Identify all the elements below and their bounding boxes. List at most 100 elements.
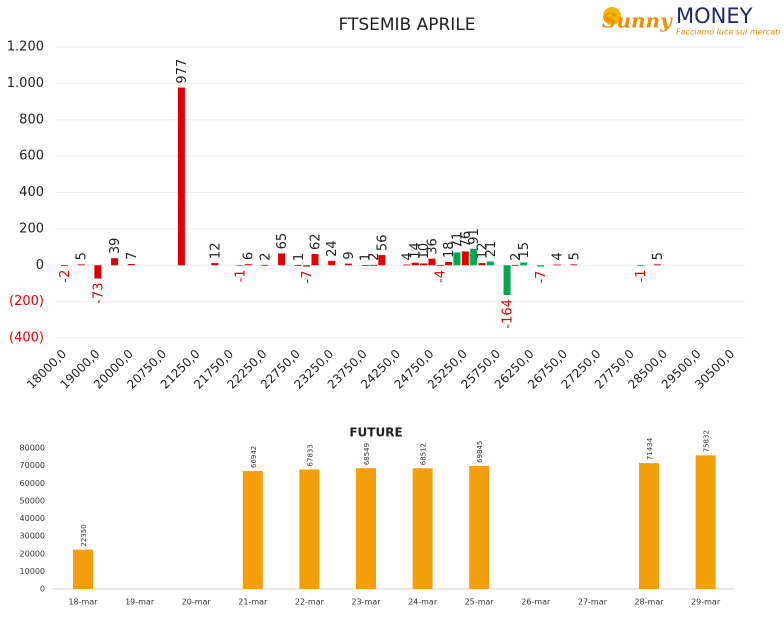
x-tick-label: 22-mar xyxy=(295,598,325,607)
logo-brand: Sunny xyxy=(602,9,673,33)
bar xyxy=(536,265,544,267)
bar xyxy=(469,465,490,589)
data-label: -7 xyxy=(300,271,315,284)
y-tick-label: 50000 xyxy=(20,496,45,505)
data-label: 2 xyxy=(509,253,524,261)
bar xyxy=(211,263,219,266)
bar xyxy=(436,265,444,267)
bar xyxy=(344,263,352,266)
bar xyxy=(453,252,461,266)
bar xyxy=(478,263,486,266)
bar xyxy=(77,264,85,266)
y-tick-label: 20000 xyxy=(20,549,45,558)
data-label: 67833 xyxy=(306,444,314,466)
x-tick-label: 18-mar xyxy=(68,598,98,607)
bar xyxy=(294,265,302,266)
bar xyxy=(73,549,93,589)
bar xyxy=(278,253,286,266)
y-tick-label: (400) xyxy=(9,331,44,346)
data-label: 66942 xyxy=(250,446,258,468)
data-label: 71434 xyxy=(646,437,654,460)
bar xyxy=(61,265,68,267)
data-label: 21 xyxy=(484,241,499,258)
data-label: 39 xyxy=(108,238,123,255)
bar xyxy=(236,265,244,267)
data-label: 24 xyxy=(325,240,340,257)
y-tick-label: 200 xyxy=(19,221,44,236)
y-tick-label: 0 xyxy=(40,585,45,594)
x-tick-label: 27-mar xyxy=(578,598,608,607)
y-tick-label: 60000 xyxy=(20,479,45,488)
bar xyxy=(461,251,469,266)
bar xyxy=(127,263,135,266)
bar xyxy=(411,262,419,266)
data-label: 1 xyxy=(359,253,374,261)
y-tick-label: (200) xyxy=(9,294,44,309)
data-label: -1 xyxy=(634,269,649,282)
bar xyxy=(653,264,661,266)
y-tick-label: 1.000 xyxy=(7,76,44,91)
y-tick-label: 400 xyxy=(19,185,44,200)
bar xyxy=(470,248,478,266)
data-label: 5 xyxy=(651,252,666,260)
bar xyxy=(553,264,561,266)
data-label: 68512 xyxy=(420,443,428,465)
bar xyxy=(261,264,269,266)
data-label: 15 xyxy=(517,242,532,259)
data-label: -73 xyxy=(91,283,106,304)
bar xyxy=(637,265,645,267)
bar xyxy=(428,258,436,266)
x-tick-label: 28-mar xyxy=(634,598,664,607)
bar xyxy=(378,255,386,266)
data-label: 68549 xyxy=(363,443,371,465)
data-label: 12 xyxy=(476,243,491,260)
data-label: 69845 xyxy=(476,441,484,463)
data-label: -4 xyxy=(434,270,449,283)
data-label: 2 xyxy=(367,253,382,261)
data-label: 62 xyxy=(309,233,324,250)
data-label: 5 xyxy=(75,252,90,260)
y-tick-label: 40000 xyxy=(20,514,45,523)
bar xyxy=(177,87,185,266)
data-label: 65 xyxy=(275,233,290,250)
bar xyxy=(486,261,494,266)
data-label: -1 xyxy=(233,269,248,282)
bar xyxy=(520,262,528,266)
data-label: 5 xyxy=(567,252,582,260)
data-label: 9 xyxy=(342,251,357,259)
bar xyxy=(244,264,252,266)
data-label: 22350 xyxy=(80,524,88,546)
bar xyxy=(503,265,511,296)
bar xyxy=(639,463,659,589)
bar xyxy=(695,455,716,589)
data-label: 75832 xyxy=(703,430,711,452)
x-tick-label: 29-mar xyxy=(691,598,721,607)
bar xyxy=(361,265,369,266)
y-tick-label: 800 xyxy=(19,112,44,127)
data-label: 977 xyxy=(175,59,190,84)
chart-title: FTSEMIB APRILE xyxy=(338,15,475,35)
bar xyxy=(299,469,320,589)
y-tick-label: 30000 xyxy=(20,532,45,541)
bar xyxy=(445,261,453,266)
logo: Sunny MONEY Facciamo luce sui mercati xyxy=(602,4,781,37)
y-tick-label: 1.200 xyxy=(7,40,44,55)
bar xyxy=(356,468,376,589)
y-tick-label: 0 xyxy=(36,258,44,273)
logo-brand: MONEY xyxy=(676,4,753,28)
data-label: 14 xyxy=(409,242,424,259)
bar xyxy=(570,264,578,266)
data-label: 4 xyxy=(400,252,415,260)
bar xyxy=(111,258,119,266)
x-tick-label: 24-mar xyxy=(408,598,438,607)
data-label: 1 xyxy=(292,253,307,261)
x-tick-label: 20-mar xyxy=(182,598,212,607)
x-tick-label: 23-mar xyxy=(351,598,381,607)
logo-sun xyxy=(603,7,621,25)
y-tick-label: 80000 xyxy=(20,444,45,453)
bar xyxy=(242,471,263,589)
data-label: 7 xyxy=(125,252,140,260)
bar xyxy=(420,263,428,266)
data-label: 56 xyxy=(375,235,390,252)
data-label: -2 xyxy=(58,270,73,283)
